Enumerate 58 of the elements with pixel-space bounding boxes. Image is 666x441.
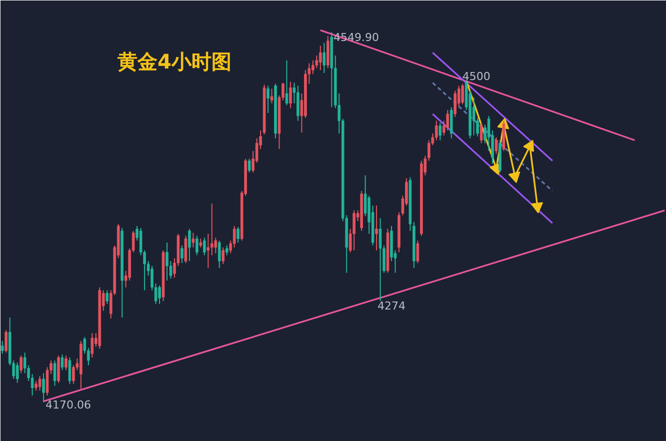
candlestick — [296, 85, 300, 122]
point — [531, 202, 543, 214]
candlestick — [16, 362, 19, 384]
candlestick — [312, 60, 314, 75]
annotation: 4500 — [462, 70, 490, 83]
candlestick — [289, 81, 292, 109]
candlestick — [416, 240, 420, 264]
candlestick — [180, 244, 184, 264]
candlestick — [4, 330, 8, 354]
candlestick — [232, 225, 236, 248]
candlestick — [472, 96, 476, 136]
candlestick — [42, 372, 45, 403]
candlestick — [352, 210, 356, 251]
candlestick — [218, 240, 221, 268]
candlestick — [188, 228, 191, 262]
candlestick — [184, 235, 188, 264]
candlestick — [225, 244, 228, 256]
candlestick — [236, 226, 240, 244]
candlestick — [210, 203, 214, 256]
text: 黄金4小时图 — [116, 50, 232, 74]
candlestick — [438, 122, 442, 141]
point — [523, 140, 534, 152]
candlestick — [378, 218, 382, 302]
candlestick — [450, 106, 453, 139]
point — [508, 172, 520, 184]
candlestick — [68, 357, 72, 384]
candlestick — [454, 90, 456, 118]
candlestick — [248, 158, 251, 173]
candlestick — [494, 136, 498, 154]
candlestick — [203, 237, 206, 256]
candlestick — [375, 205, 378, 251]
candlestick — [434, 120, 438, 141]
candlestick — [222, 246, 225, 264]
candlestick — [192, 232, 195, 248]
candlestick — [64, 355, 68, 371]
candlestick — [461, 83, 464, 105]
candlestick — [90, 332, 94, 358]
candlestick — [166, 242, 168, 282]
candlestick — [266, 85, 270, 114]
candlestick — [38, 376, 42, 392]
candlestick — [20, 355, 22, 374]
candlestick — [322, 42, 326, 74]
annotation: 4170.06 — [46, 398, 91, 412]
candlestick — [60, 354, 64, 371]
candlestick — [53, 360, 56, 386]
candlestick — [319, 45, 322, 71]
candlestick — [480, 122, 483, 144]
candlestick — [158, 284, 161, 304]
candlestick — [0, 340, 4, 354]
candlestick — [34, 380, 38, 392]
candlestick — [446, 110, 450, 132]
candlestick — [270, 88, 274, 104]
candlestick — [106, 290, 109, 304]
candlestick — [285, 60, 288, 106]
candlestick — [196, 235, 198, 256]
candlestick — [57, 355, 60, 384]
annotation: 4274 — [378, 300, 406, 312]
candlestick — [206, 233, 210, 268]
